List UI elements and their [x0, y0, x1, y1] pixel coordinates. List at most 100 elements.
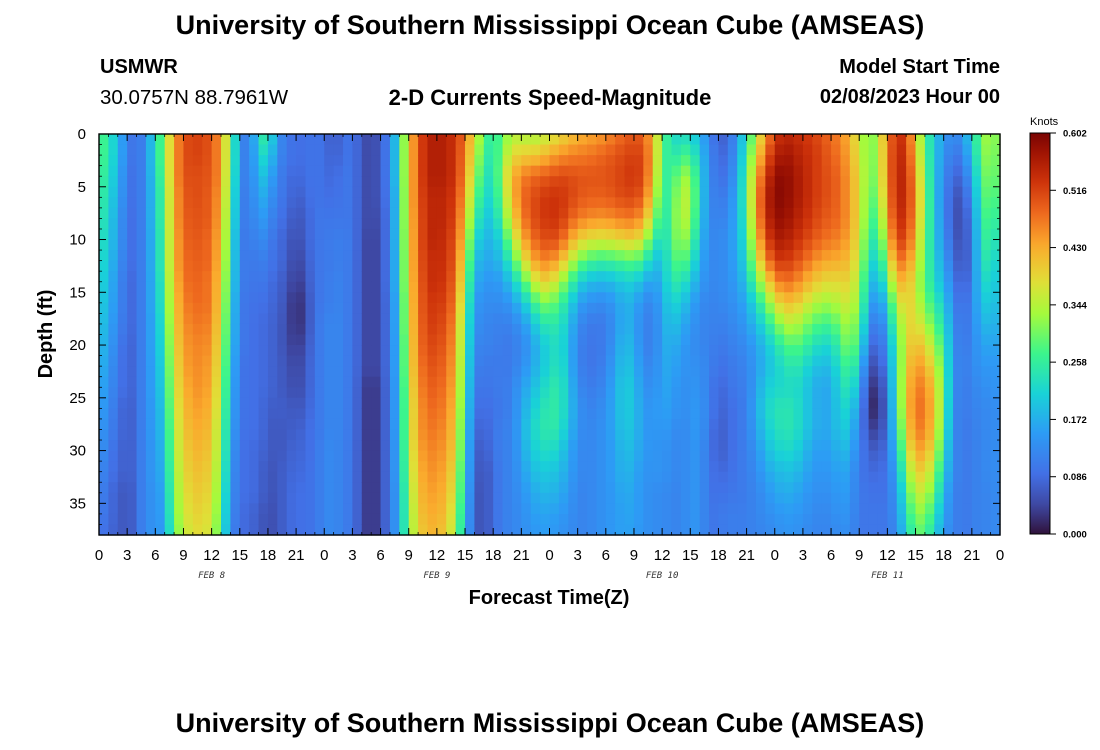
heatmap-cell [596, 134, 607, 146]
heatmap-cell [624, 513, 635, 526]
heatmap-cell [709, 260, 720, 272]
heatmap-cell [774, 513, 785, 526]
heatmap-cell [305, 134, 316, 146]
heatmap-cell [371, 345, 382, 357]
heatmap-cell [709, 250, 720, 262]
heatmap-cell [324, 366, 335, 378]
heatmap-cell [643, 197, 654, 209]
heatmap-cell [521, 355, 532, 367]
heatmap-cell [615, 134, 626, 146]
heatmap-cell [418, 376, 429, 388]
heatmap-cell [596, 408, 607, 420]
heatmap-cell [465, 239, 476, 251]
heatmap-cell [615, 334, 626, 346]
heatmap-cell [840, 387, 851, 399]
heatmap-cell [99, 450, 109, 462]
heatmap-cell [286, 440, 297, 452]
heatmap-cell [258, 376, 269, 388]
heatmap-cell [671, 513, 682, 526]
heatmap-cell [136, 461, 147, 473]
heatmap-cell [155, 165, 166, 177]
heatmap-cell [549, 450, 560, 462]
heatmap-cell [371, 376, 382, 388]
heatmap-cell [314, 165, 325, 177]
heatmap-cell [127, 197, 138, 209]
heatmap-cell [624, 503, 635, 515]
heatmap-cell [802, 513, 813, 526]
heatmap-cell [164, 334, 175, 346]
heatmap-cell [849, 250, 860, 262]
heatmap-cell [249, 313, 260, 325]
heatmap-cell [465, 387, 476, 399]
heatmap-cell [183, 155, 194, 167]
heatmap-cell [896, 408, 907, 420]
heatmap-cell [549, 345, 560, 357]
heatmap-cell [934, 313, 945, 325]
heatmap-cell [136, 197, 147, 209]
heatmap-cell [540, 165, 551, 177]
heatmap-cell [314, 228, 325, 241]
heatmap-cell [990, 471, 1001, 483]
heatmap-cell [389, 313, 400, 325]
heatmap-cell [324, 334, 335, 346]
heatmap-cell [436, 471, 447, 483]
heatmap-cell [380, 418, 391, 431]
heatmap-cell [953, 218, 964, 230]
heatmap-cell [990, 355, 1001, 367]
heatmap-cell [371, 397, 382, 409]
heatmap-cell [709, 197, 720, 209]
heatmap-cell [483, 513, 494, 526]
heatmap-cell [540, 418, 551, 431]
axis-ticks [98, 133, 1001, 536]
heatmap-cell [352, 429, 363, 441]
heatmap-cell [671, 134, 682, 146]
heatmap-cell [662, 144, 673, 156]
heatmap-cell [643, 513, 654, 526]
heatmap-cell [587, 345, 598, 357]
heatmap-cell [145, 366, 156, 378]
heatmap-cell [483, 207, 494, 220]
heatmap-cell [418, 271, 429, 283]
heatmap-cell [540, 503, 551, 515]
heatmap-cell [624, 524, 635, 536]
heatmap-cell [859, 260, 870, 272]
heatmap-cell [981, 440, 992, 452]
heatmap-cell [793, 355, 804, 367]
heatmap-cell [774, 524, 785, 536]
heatmap-cell [108, 345, 119, 357]
heatmap-cell [990, 387, 1001, 399]
heatmap-cell [108, 155, 119, 167]
heatmap-cell [446, 186, 457, 198]
heatmap-cell [418, 176, 429, 188]
heatmap-cell [361, 471, 372, 483]
heatmap-cell [793, 429, 804, 441]
heatmap-cell [296, 355, 307, 367]
heatmap-cell [709, 292, 720, 304]
heatmap-cell [333, 334, 344, 346]
heatmap-cell [202, 165, 213, 177]
heatmap-cell [136, 228, 147, 241]
heatmap-cell [615, 471, 626, 483]
heatmap-cell [249, 418, 260, 431]
heatmap-cell [596, 228, 607, 241]
heatmap-cell [155, 144, 166, 156]
heatmap-cell [202, 134, 213, 146]
heatmap-cell [568, 450, 579, 462]
heatmap-cell [202, 281, 213, 293]
heatmap-cell [699, 155, 710, 167]
heatmap-cell [183, 366, 194, 378]
heatmap-cell [343, 387, 354, 399]
heatmap-cell [230, 228, 241, 241]
heatmap-cell [953, 271, 964, 283]
heatmap-cell [305, 302, 316, 314]
heatmap-cell [643, 144, 654, 156]
heatmap-cell [699, 197, 710, 209]
heatmap-cell [418, 186, 429, 198]
heatmap-cell [840, 260, 851, 272]
heatmap-cell [305, 376, 316, 388]
heatmap-cell [436, 513, 447, 526]
heatmap-cell [624, 313, 635, 325]
heatmap-cell [840, 281, 851, 293]
heatmap-cell [737, 302, 748, 314]
heatmap-cell [605, 292, 616, 304]
